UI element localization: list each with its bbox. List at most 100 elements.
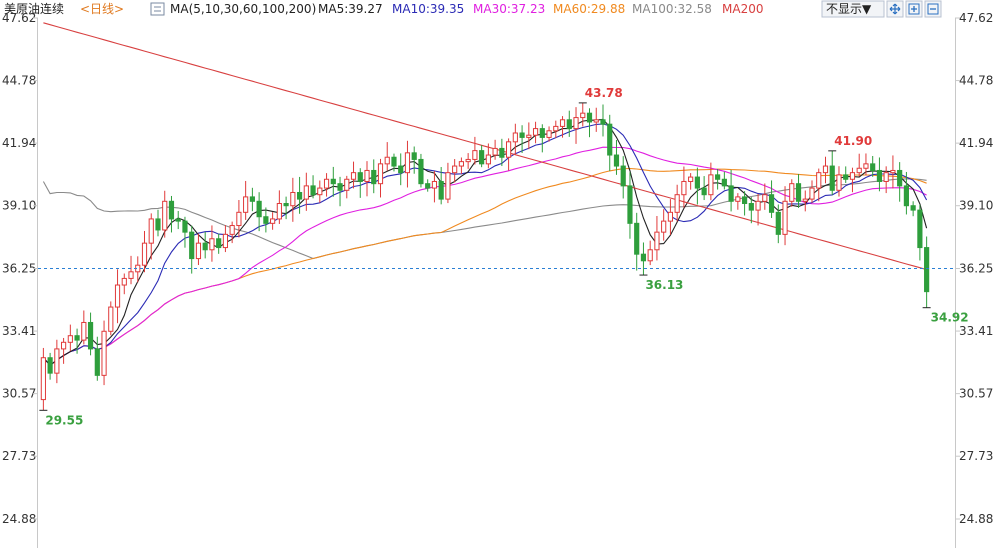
period-label[interactable]: <日线> bbox=[80, 2, 124, 16]
candle-up bbox=[364, 169, 370, 182]
candle-up bbox=[384, 156, 390, 165]
candle-up bbox=[236, 211, 242, 227]
candle-down bbox=[795, 183, 802, 202]
candle-down bbox=[263, 216, 269, 224]
candle-up bbox=[782, 200, 788, 235]
candle-up bbox=[890, 169, 896, 174]
candle-up bbox=[762, 194, 768, 202]
candle-up bbox=[789, 183, 795, 202]
hide-dropdown-label: 不显示▼ bbox=[826, 2, 872, 16]
candle-up bbox=[755, 200, 761, 211]
candle-up bbox=[445, 172, 451, 200]
zoom-in-icon[interactable] bbox=[905, 0, 923, 18]
candle-down bbox=[640, 253, 647, 262]
y-tick-label-left: 30.57 bbox=[2, 387, 36, 401]
candle-down bbox=[748, 203, 754, 211]
candle-up bbox=[863, 163, 869, 169]
candle-up bbox=[121, 277, 127, 286]
y-tick-label-left: 36.25 bbox=[2, 262, 36, 276]
candle-down bbox=[337, 183, 343, 191]
candles bbox=[40, 102, 930, 411]
low-price-label: 29.55 bbox=[45, 413, 83, 427]
instrument-name: 美原油连续 bbox=[4, 1, 64, 16]
candle-up bbox=[323, 178, 330, 189]
ma200-line bbox=[43, 22, 927, 271]
y-tick-label-left: 33.41 bbox=[2, 324, 36, 338]
candle-up bbox=[809, 187, 815, 200]
candle-down bbox=[870, 163, 876, 171]
low-price-label: 34.92 bbox=[931, 311, 969, 325]
candle-up bbox=[802, 198, 808, 202]
candle-down bbox=[175, 218, 181, 222]
toolbar: 不显示▼ bbox=[821, 0, 942, 18]
high-price-label: 43.78 bbox=[585, 86, 623, 100]
candle-down bbox=[566, 119, 572, 130]
candle-up bbox=[559, 119, 566, 127]
candle-up bbox=[290, 191, 296, 207]
settings-icon[interactable] bbox=[150, 2, 165, 16]
candle-down bbox=[768, 194, 775, 213]
candle-up bbox=[465, 158, 471, 163]
high-price-label: 41.90 bbox=[834, 134, 872, 148]
candle-up bbox=[458, 161, 464, 167]
candle-down bbox=[620, 165, 626, 187]
candle-up bbox=[344, 178, 350, 191]
moving-average-lines bbox=[42, 22, 928, 367]
chart-header: 美原油连续 <日线> MA(5,10,30,60,100,200) MA5:39… bbox=[4, 1, 763, 16]
candle-down bbox=[357, 172, 363, 182]
candle-up bbox=[404, 152, 411, 174]
candle-up bbox=[377, 163, 384, 185]
candle-down bbox=[721, 178, 727, 187]
candle-down bbox=[168, 200, 175, 220]
candle-up bbox=[61, 341, 67, 350]
ma-value-ma100: MA100:32.58 bbox=[632, 2, 712, 16]
candle-down bbox=[94, 348, 100, 376]
candle-down bbox=[613, 154, 620, 167]
hide-dropdown-button[interactable]: 不显示▼ bbox=[821, 0, 885, 18]
candle-down bbox=[296, 191, 303, 200]
candle-down bbox=[741, 196, 748, 205]
candle-down bbox=[479, 150, 485, 165]
candle-up bbox=[472, 150, 478, 160]
candle-up bbox=[54, 348, 60, 374]
zoom-out-icon[interactable] bbox=[924, 0, 942, 18]
candle-down bbox=[256, 200, 262, 218]
candle-down bbox=[829, 165, 835, 191]
candle-up bbox=[667, 211, 674, 222]
candle-up bbox=[546, 130, 552, 138]
move-icon[interactable] bbox=[886, 0, 904, 18]
y-tick-label-right: 30.57 bbox=[959, 387, 993, 401]
y-tick-label-left: 44.78 bbox=[2, 74, 36, 88]
candle-down bbox=[917, 209, 923, 249]
ma10-line bbox=[42, 123, 928, 367]
candle-up bbox=[40, 357, 46, 401]
candle-up bbox=[350, 172, 357, 180]
candle-down bbox=[876, 169, 883, 182]
candle-up bbox=[128, 271, 134, 279]
candle-down bbox=[189, 231, 195, 260]
candle-down bbox=[283, 203, 289, 207]
ma-value-ma60: MA60:29.88 bbox=[553, 2, 625, 16]
candle-down bbox=[371, 169, 377, 185]
y-tick-label-right: 33.41 bbox=[959, 324, 993, 338]
candle-up bbox=[81, 321, 87, 341]
candle-down bbox=[903, 185, 909, 207]
candle-down bbox=[694, 176, 700, 189]
candle-down bbox=[411, 152, 417, 160]
candle-down bbox=[310, 185, 316, 196]
candle-up bbox=[580, 112, 586, 119]
ma-value-ma30: MA30:37.23 bbox=[473, 2, 545, 16]
y-tick-label-right: 47.62 bbox=[959, 11, 993, 25]
y-tick-label-right: 39.10 bbox=[959, 199, 993, 213]
price-annotations: 29.55 43.78 36.13 41.90 34.92 bbox=[39, 86, 969, 427]
candle-up bbox=[431, 180, 438, 189]
candle-up bbox=[532, 128, 539, 136]
candle-down bbox=[701, 187, 707, 196]
candle-up bbox=[681, 180, 687, 196]
candle-up bbox=[162, 200, 168, 231]
candle-up bbox=[492, 147, 498, 156]
candle-up bbox=[661, 220, 667, 233]
candle-down bbox=[391, 156, 397, 167]
candle-up bbox=[512, 132, 518, 143]
ma-value-ma5: MA5:39.27 bbox=[318, 2, 383, 16]
